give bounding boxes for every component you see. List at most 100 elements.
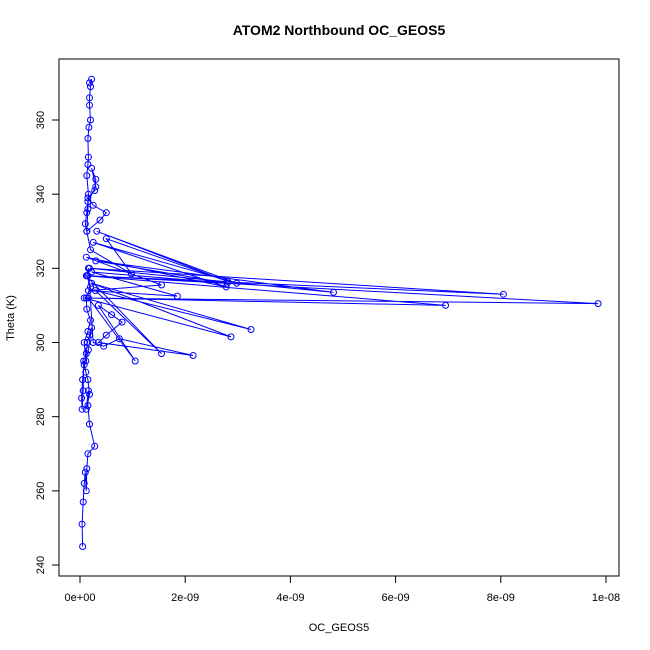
data-point (92, 287, 99, 295)
data-point (84, 294, 92, 302)
data-point (330, 288, 337, 296)
data-point (115, 335, 123, 343)
plot-frame (58, 58, 620, 577)
data-point (80, 294, 88, 302)
data-point (108, 311, 116, 319)
data-point (78, 394, 86, 402)
x-tick-label: 1e-08 (592, 592, 620, 604)
data-point (84, 161, 92, 168)
data-point (86, 94, 93, 102)
data-point (84, 272, 92, 280)
data-point (82, 405, 90, 413)
y-tick-label: 320 (35, 259, 47, 277)
data-point (83, 305, 91, 313)
data-point (233, 279, 241, 287)
data-point (79, 387, 87, 395)
data-point (86, 420, 93, 428)
data-point (158, 350, 165, 358)
data-point (84, 402, 92, 409)
data-point (89, 238, 97, 246)
data-point (84, 190, 92, 198)
data-point (84, 387, 92, 395)
data-point (84, 194, 92, 202)
x-axis: 0e+00 2e-09 4e-09 6e-09 8e-09 1e-08 (65, 575, 620, 604)
data-point (88, 164, 96, 172)
data-point (92, 183, 100, 191)
data-point (88, 75, 96, 83)
data-point (79, 543, 87, 550)
y-tick-label: 340 (35, 185, 47, 203)
y-tick-label: 240 (35, 556, 47, 574)
data-point (92, 257, 100, 265)
data-point (83, 172, 91, 180)
data-point (128, 270, 135, 278)
data-point (100, 342, 108, 350)
data-point (80, 339, 88, 346)
data-point (82, 253, 90, 261)
series-line (81, 78, 599, 547)
data-point (80, 357, 88, 365)
data-point (442, 301, 450, 309)
data-point (81, 468, 89, 476)
data-point (87, 116, 94, 124)
data-point (594, 300, 602, 308)
y-tick-label: 260 (35, 482, 47, 500)
data-point (84, 198, 92, 206)
data-point (84, 450, 92, 458)
data-point (247, 326, 255, 333)
data-point (102, 209, 110, 217)
data-point (86, 331, 93, 339)
data-point (189, 352, 197, 359)
data-point (79, 376, 87, 384)
data-point (87, 283, 94, 291)
data-point (88, 324, 96, 332)
data-point (82, 487, 90, 495)
data-point (82, 357, 90, 365)
data-point (131, 357, 139, 365)
data-point (80, 361, 88, 369)
data-point (92, 175, 100, 183)
data-point (118, 318, 126, 326)
data-point (82, 350, 90, 358)
data-point (87, 246, 94, 254)
data-point (94, 339, 102, 346)
data-point (158, 281, 165, 289)
data-point (81, 220, 89, 228)
data-point (102, 235, 110, 243)
data-point (78, 520, 86, 528)
data-point (96, 216, 104, 224)
data-point (83, 465, 91, 473)
data-point (79, 498, 87, 506)
data-point (223, 277, 231, 285)
data-point (84, 376, 92, 384)
data-point (83, 227, 91, 235)
data-point (84, 327, 92, 335)
x-tick-label: 4e-09 (276, 592, 304, 604)
data-point (86, 79, 93, 87)
x-tick-label: 0e+00 (65, 592, 96, 604)
data-point (86, 390, 93, 398)
x-tick-label: 8e-09 (487, 592, 515, 604)
series-layer (78, 75, 602, 550)
data-point (87, 83, 94, 91)
data-point (227, 333, 235, 341)
data-point (89, 339, 97, 346)
data-point (82, 368, 90, 376)
data-point (84, 135, 92, 142)
data-point (78, 405, 86, 413)
y-tick-label: 300 (35, 333, 47, 351)
chart-title: ATOM2 Northbound OC_GEOS5 (233, 22, 446, 38)
y-tick-label: 280 (35, 407, 47, 425)
data-point (102, 331, 110, 339)
data-point (87, 316, 94, 324)
data-point (80, 479, 88, 487)
y-axis-label: Theta (K) (5, 295, 17, 341)
y-axis: 240 260 280 300 320 340 360 (35, 111, 60, 574)
data-point (499, 290, 507, 298)
data-point (86, 101, 93, 109)
data-point (91, 442, 99, 450)
data-point (84, 205, 92, 213)
data-point (93, 227, 101, 235)
data-point (173, 292, 181, 300)
